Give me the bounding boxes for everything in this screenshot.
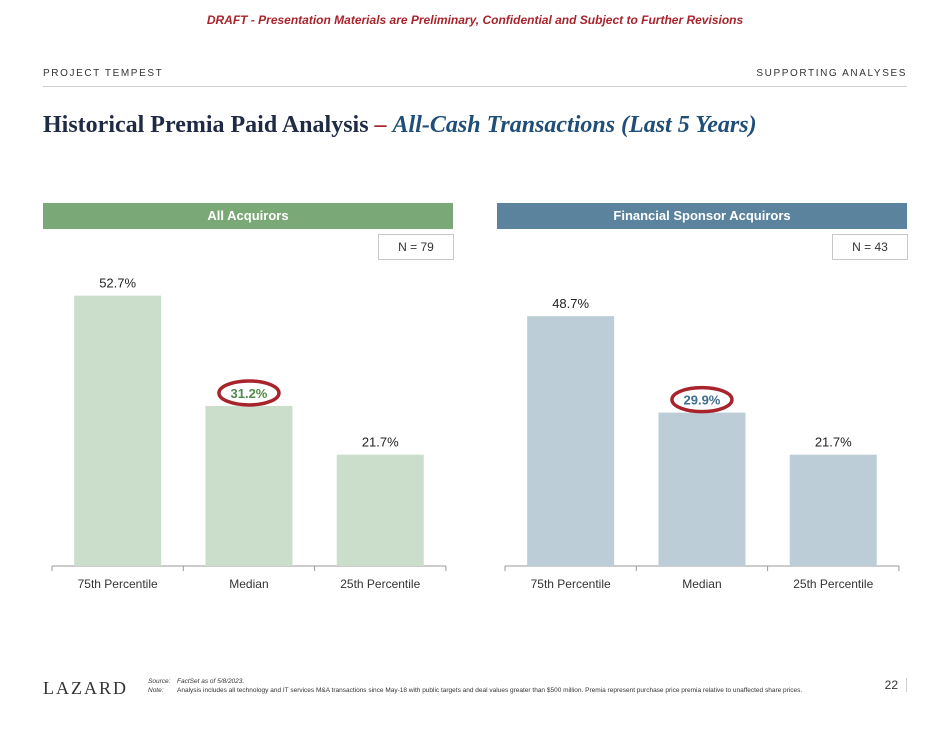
sponsor-acquirors-value-label: 21.7% xyxy=(815,435,852,450)
all-acquirors-bar xyxy=(336,454,424,566)
all-acquirors-header: All Acquirors xyxy=(43,203,453,229)
all-acquirors-value-label: 31.2% xyxy=(231,386,268,401)
page-title: Historical Premia Paid Analysis – All-Ca… xyxy=(43,112,757,139)
sponsor-acquirors-count: N = 43 xyxy=(832,234,908,260)
sponsor-acquirors-category-label: 25th Percentile xyxy=(793,577,873,591)
sponsor-acquirors-value-label: 48.7% xyxy=(552,296,589,311)
header-divider xyxy=(43,86,907,87)
section-name: SUPPORTING ANALYSES xyxy=(756,68,907,79)
all-acquirors-category-label: Median xyxy=(229,577,268,591)
all-acquirors-value-label: 21.7% xyxy=(362,435,399,450)
footnotes: Source: FactSet as of 5/8/2023. Note: An… xyxy=(148,677,848,695)
page-number: 22 xyxy=(884,678,898,692)
all-acquirors-count: N = 79 xyxy=(378,234,454,260)
sponsor-acquirors-bar xyxy=(527,316,615,566)
source-label: Source: xyxy=(148,678,171,685)
all-acquirors-bar xyxy=(205,405,293,566)
all-acquirors-value-label: 52.7% xyxy=(99,276,136,291)
page-number-divider xyxy=(906,678,907,692)
sponsor-acquirors-highlight-oval xyxy=(670,385,734,414)
all-acquirors-category-label: 75th Percentile xyxy=(78,577,158,591)
sponsor-acquirors-header: Financial Sponsor Acquirors xyxy=(497,203,907,229)
project-name: PROJECT TEMPEST xyxy=(43,68,164,79)
source-text: FactSet as of 5/8/2023. xyxy=(177,678,245,685)
sponsor-acquirors-category-label: Median xyxy=(682,577,721,591)
title-dash: – xyxy=(374,112,387,138)
lazard-logo: LAZARD xyxy=(43,678,128,698)
all-acquirors-bar xyxy=(74,295,162,566)
all-acquirors-highlight-oval xyxy=(217,379,281,407)
note-label: Note: xyxy=(148,687,164,694)
sponsor-acquirors-value-label: 29.9% xyxy=(684,393,721,408)
sponsor-acquirors-bar xyxy=(658,412,746,566)
sponsor-acquirors-bar xyxy=(789,454,877,566)
draft-banner: DRAFT - Presentation Materials are Preli… xyxy=(206,13,744,27)
title-subtitle: All-Cash Transactions (Last 5 Years) xyxy=(392,112,757,138)
sponsor-acquirors-category-label: 75th Percentile xyxy=(531,577,611,591)
title-main: Historical Premia Paid Analysis xyxy=(43,112,369,138)
note-text: Analysis includes all technology and IT … xyxy=(177,687,803,694)
all-acquirors-category-label: 25th Percentile xyxy=(340,577,420,591)
